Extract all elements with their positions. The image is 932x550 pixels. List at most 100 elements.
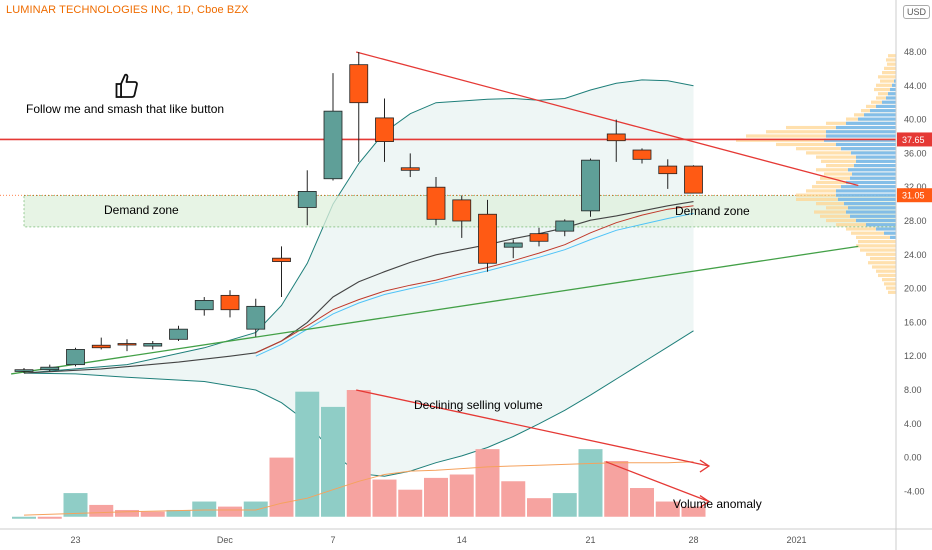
volume-profile-bar-value-area <box>846 210 896 214</box>
declining-volume-arrowhead <box>699 459 711 473</box>
volume-bar <box>449 474 474 517</box>
ma-blue <box>255 212 694 357</box>
candle-body <box>606 133 626 142</box>
volume-profile-bar <box>870 256 896 261</box>
volume-profile-bar <box>856 235 896 240</box>
volume-profile-bar <box>876 269 896 273</box>
volume-profile-bar-value-area <box>864 113 896 117</box>
volume-bar <box>12 516 36 519</box>
volume-bar <box>115 509 139 517</box>
time-tick-label: 21 <box>585 535 595 545</box>
currency-selector[interactable]: USD <box>903 5 931 19</box>
price-tick-label: 16.00 <box>904 317 927 327</box>
volume-profile-bar-value-area <box>836 142 896 147</box>
volume-profile-bar-value-area <box>854 163 896 168</box>
bollinger-lower <box>23 330 694 477</box>
candle-body <box>658 165 678 175</box>
volume-profile-bar-value-area <box>838 197 896 201</box>
volume-profile-bar <box>878 92 896 96</box>
price-tick-label: 12.00 <box>904 351 927 361</box>
volume-bar <box>37 516 62 519</box>
price-tag-label: 37.65 <box>902 135 925 145</box>
volume-bar <box>552 493 577 517</box>
follow-annotation: Follow me and smash that like button <box>26 102 225 116</box>
candle-body <box>426 186 446 220</box>
candle-body <box>246 305 266 330</box>
time-tick-label: 14 <box>457 535 467 545</box>
price-tick-label: 20.00 <box>904 284 927 294</box>
descending-trendline <box>356 51 859 187</box>
volume-profile-bar-value-area <box>876 227 896 231</box>
volume-profile-bar-value-area <box>836 125 896 130</box>
volume-bar <box>372 479 397 517</box>
candle-body <box>143 343 163 347</box>
candle-body <box>555 220 575 232</box>
volume-bar <box>578 449 603 517</box>
volume-profile-bar-value-area <box>886 96 896 100</box>
volume-bar <box>269 457 294 517</box>
volume-profile-bar-value-area <box>844 201 896 206</box>
volume-profile-bar-value-area <box>870 109 896 113</box>
price-tick-label: 8.00 <box>904 385 922 395</box>
price-tick-label: 0.00 <box>904 453 922 463</box>
volume-profile-bar-value-area <box>826 130 896 134</box>
volume-profile-bar <box>886 286 896 290</box>
volume-profile-bar-value-area <box>888 92 896 96</box>
candle-body <box>349 64 369 104</box>
candles <box>14 52 703 374</box>
volume-bar <box>63 493 88 517</box>
volume-profile-bar <box>878 273 896 278</box>
volume-profile-bar <box>872 265 896 269</box>
volume-profile-bar-value-area <box>852 172 896 176</box>
volume-bar <box>398 489 423 517</box>
price-tick-label: -4.00 <box>904 486 925 496</box>
volume-profile-bar-value-area <box>836 189 896 193</box>
volume-profile-bar-value-area <box>841 147 896 151</box>
volume-profile-bar-value-area <box>856 218 896 223</box>
volume-anomaly-arrow <box>605 461 710 503</box>
volume-profile-bar <box>866 252 896 256</box>
trend-lines <box>0 51 896 509</box>
volume-bar <box>527 498 551 517</box>
volume-profile-bar <box>888 290 896 294</box>
candle-body <box>323 110 343 180</box>
candle-body <box>375 117 394 142</box>
volume-bar <box>243 501 268 517</box>
candle-body <box>503 242 523 248</box>
moving-averages <box>23 201 694 374</box>
candle-body <box>581 159 600 212</box>
candle-body <box>40 366 60 371</box>
volume-profile-bar <box>746 134 896 138</box>
price-tick-label: 28.00 <box>904 216 927 226</box>
candle-body <box>452 199 472 222</box>
volume-profile-bar-value-area <box>850 214 896 218</box>
candle-body <box>14 369 34 372</box>
volume-profile-bar <box>886 58 896 62</box>
volume-profile-bar <box>888 54 896 58</box>
price-tick-label: 44.00 <box>904 81 927 91</box>
volume-profile-bar-value-area <box>856 155 896 159</box>
volume-profile-bar <box>868 261 896 265</box>
volume-profile-bar <box>880 79 896 83</box>
volume-bar <box>192 501 217 517</box>
price-tag-label: 31.05 <box>902 191 925 201</box>
time-tick-label: 2021 <box>786 535 806 545</box>
time-tick-label: 23 <box>70 535 80 545</box>
price-tick-label: 24.00 <box>904 250 927 260</box>
volume-profile-bar-value-area <box>848 206 896 210</box>
volume-profile-bar-value-area <box>850 176 896 180</box>
volume-profile-bar <box>878 75 896 79</box>
candle-body <box>194 300 214 311</box>
volume-profile-bar-value-area <box>848 168 896 172</box>
candle-body <box>169 328 188 340</box>
volume-bar <box>346 390 371 517</box>
volume-profile-bar-value-area <box>858 117 896 121</box>
volume-profile-bar-value-area <box>890 87 896 92</box>
volume-profile-bar <box>846 227 896 231</box>
volume-profile-bar <box>876 83 896 87</box>
price-tick-label: 40.00 <box>904 115 927 125</box>
volume-profile-bar-value-area <box>882 100 896 104</box>
candle-body <box>91 344 111 349</box>
